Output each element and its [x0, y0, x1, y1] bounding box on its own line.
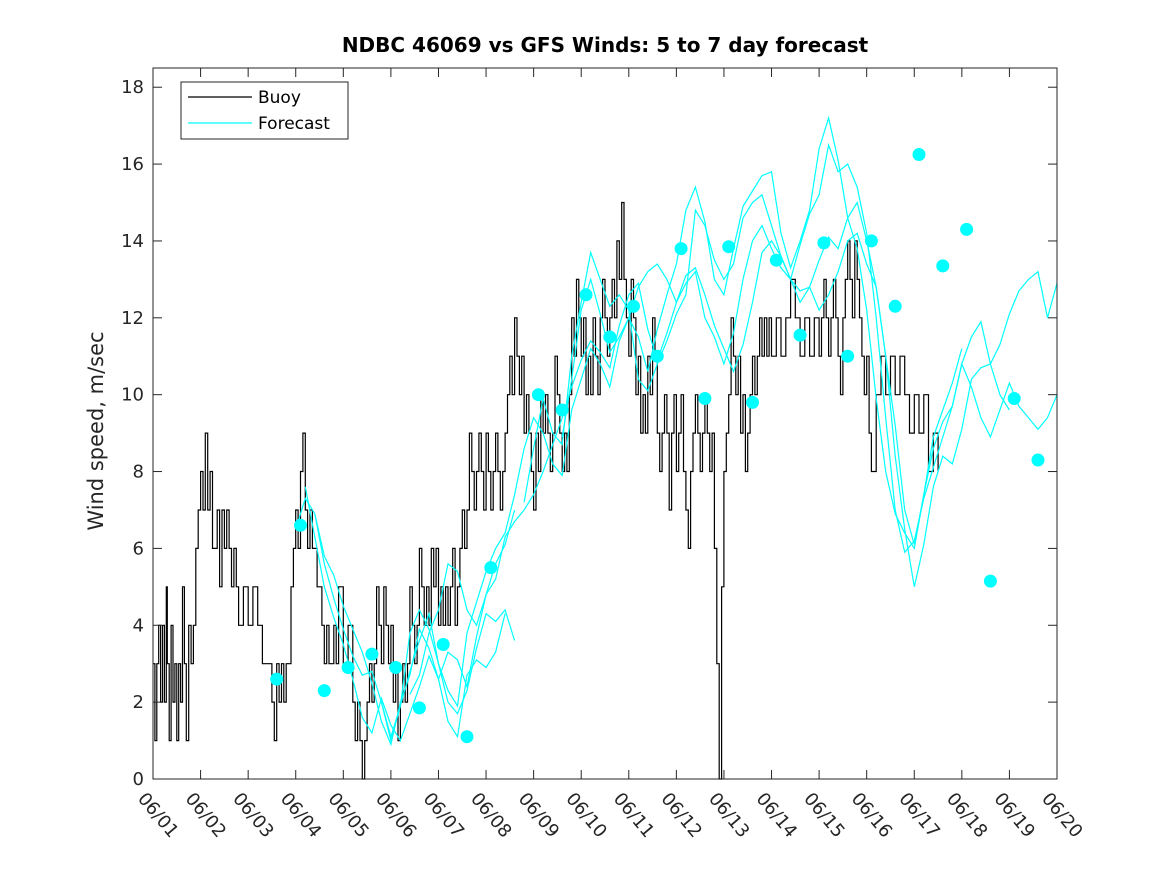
- y-tick-label-0: 0: [133, 769, 144, 790]
- y-tick-label-2: 2: [133, 692, 144, 713]
- buoy-series-line: [153, 201, 939, 780]
- forecast-marker-11: [531, 388, 545, 402]
- forecast-marker-24: [841, 349, 855, 363]
- y-tick-label-10: 10: [121, 385, 144, 406]
- y-tick-label-8: 8: [133, 462, 144, 483]
- legend-box: [180, 81, 349, 140]
- forecast-marker-29: [960, 222, 974, 236]
- forecast-series-line-6: [523, 142, 1010, 554]
- forecast-marker-9: [460, 730, 474, 744]
- forecast-marker-16: [650, 349, 664, 363]
- forecast-marker-2: [294, 518, 307, 532]
- plot-frame: [152, 67, 1058, 780]
- forecast-marker-13: [579, 288, 593, 302]
- forecast-marker-12: [555, 403, 569, 417]
- forecast-marker-20: [746, 395, 759, 409]
- forecast-marker-21: [769, 253, 783, 267]
- forecast-marker-26: [888, 299, 902, 313]
- y-tick-label-4: 4: [133, 615, 144, 636]
- forecast-marker-17: [674, 242, 688, 256]
- forecast-series-line-7: [561, 115, 963, 551]
- forecast-series-line-4: [380, 224, 1058, 743]
- forecast-marker-15: [627, 299, 640, 313]
- forecast-marker-23: [817, 236, 831, 250]
- forecast-marker-3: [317, 684, 331, 698]
- forecast-marker-1: [270, 672, 284, 686]
- forecast-marker-28: [936, 259, 950, 273]
- forecast-series-line-2: [304, 486, 506, 742]
- forecast-marker-14: [603, 330, 617, 344]
- forecast-marker-27: [912, 148, 926, 161]
- y-tick-label-6: 6: [133, 538, 144, 559]
- forecast-marker-4: [341, 661, 355, 674]
- forecast-series-line-5: [409, 200, 1058, 695]
- y-tick-label-18: 18: [121, 77, 144, 98]
- forecast-marker-25: [864, 234, 878, 248]
- y-tick-label-16: 16: [121, 154, 144, 175]
- forecast-marker-10: [484, 561, 498, 575]
- y-axis-label: Wind speed, m/sec: [84, 331, 108, 530]
- legend-label-buoy: Buoy: [258, 88, 301, 108]
- forecast-marker-32: [1031, 453, 1045, 467]
- y-tick-label-14: 14: [121, 231, 144, 252]
- forecast-series-line-3: [314, 509, 516, 747]
- forecast-marker-8: [436, 638, 450, 651]
- legend-label-forecast: Forecast: [258, 114, 330, 134]
- forecast-marker-30: [983, 574, 997, 588]
- forecast-marker-7: [412, 701, 426, 715]
- chart-title: NDBC 46069 vs GFS Winds: 5 to 7 day fore…: [342, 33, 869, 57]
- forecast-marker-22: [793, 328, 807, 342]
- forecast-marker-18: [698, 392, 712, 405]
- forecast-marker-6: [389, 661, 403, 674]
- forecast-marker-5: [365, 647, 379, 661]
- forecast-marker-19: [722, 240, 736, 254]
- y-tick-label-12: 12: [121, 308, 144, 329]
- forecast-marker-31: [1007, 392, 1021, 405]
